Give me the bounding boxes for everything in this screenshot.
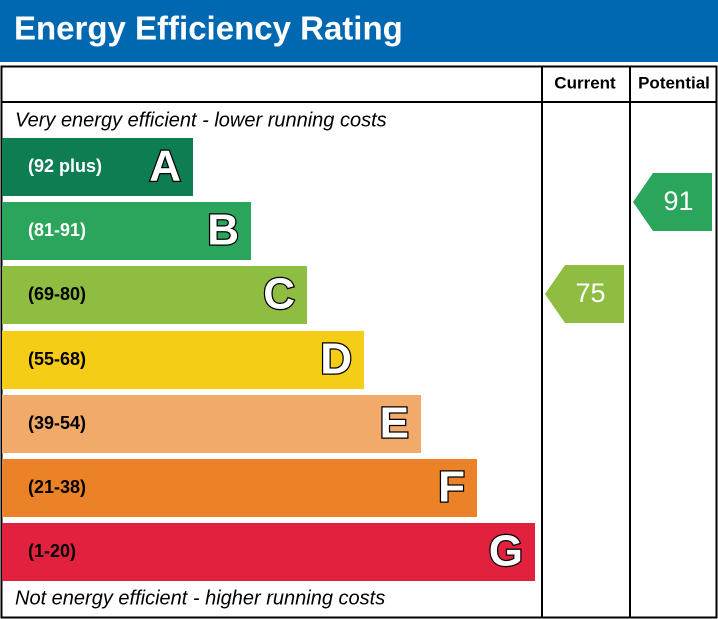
bands: (92 plus) A (81-91) B (69-80) C (55-68) D (39-54… [2, 138, 535, 581]
band-letter: D [320, 335, 352, 384]
band-letter: F [438, 463, 465, 512]
table-border [0, 65, 718, 619]
band-range: (1-20) [28, 541, 76, 561]
band-letter: B [207, 206, 239, 255]
current-value: 75 [575, 278, 605, 308]
current-arrow [545, 265, 624, 323]
band-letter: G [489, 527, 523, 576]
band [2, 459, 477, 517]
band [2, 138, 193, 196]
band-range: (39-54) [28, 413, 86, 433]
band [2, 266, 307, 324]
band [2, 331, 364, 389]
band [2, 202, 251, 260]
potential-arrow [633, 173, 712, 231]
top-note: Very energy efficient - lower running co… [15, 109, 387, 131]
bottom-note: Not energy efficient - higher running co… [15, 587, 385, 609]
band-range: (69-80) [28, 284, 86, 304]
band-letter: A [149, 142, 181, 191]
header-bar [0, 0, 718, 62]
column-header: Current [554, 73, 616, 92]
band-range: (92 plus) [28, 156, 102, 176]
band-letter: C [263, 270, 295, 319]
potential-value: 91 [663, 186, 693, 216]
ratings: 75 91 [545, 173, 712, 323]
band-range: (81-91) [28, 220, 86, 240]
title: Energy Efficiency Rating [14, 10, 403, 47]
band-letter: E [380, 399, 409, 448]
band-range: (21-38) [28, 477, 86, 497]
band [2, 395, 421, 453]
column-header: Potential [638, 73, 710, 92]
band-range: (55-68) [28, 349, 86, 369]
band [2, 523, 535, 581]
